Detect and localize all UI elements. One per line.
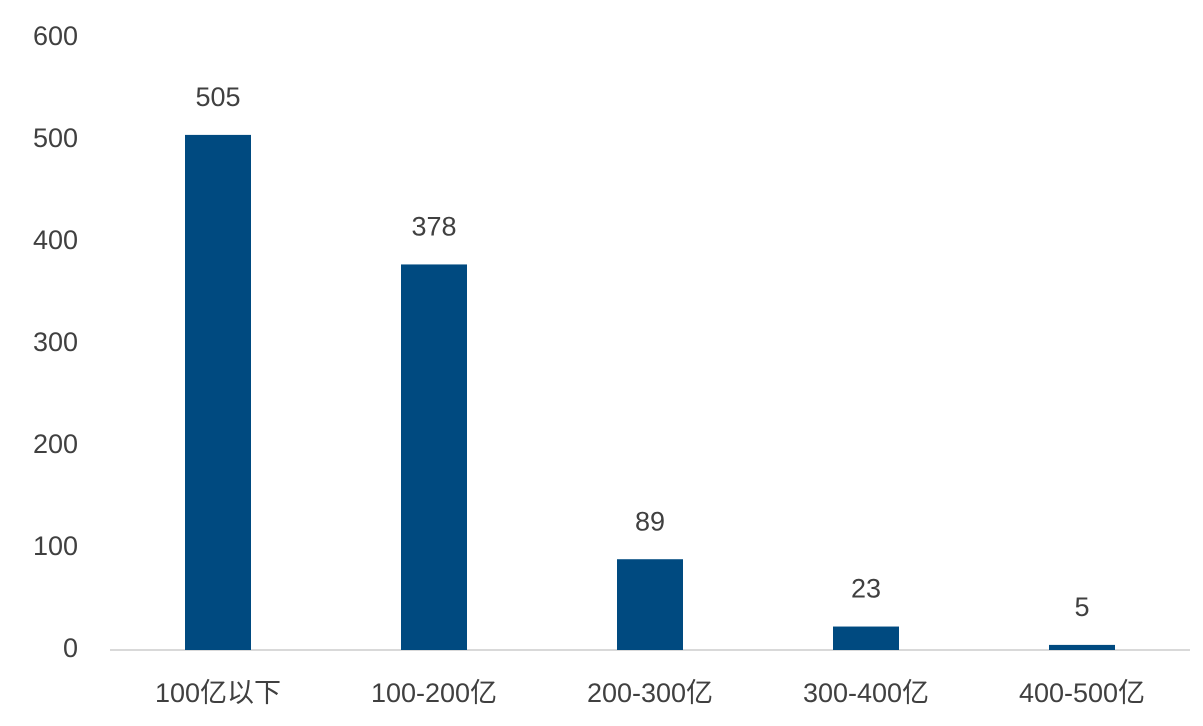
x-tick-label: 200-300亿 (587, 678, 713, 708)
y-tick-label: 0 (63, 633, 78, 663)
y-tick-label: 200 (33, 429, 78, 459)
value-label: 505 (195, 82, 240, 112)
x-tick-label: 400-500亿 (1019, 678, 1145, 708)
value-label: 89 (635, 506, 665, 536)
value-label: 5 (1074, 592, 1089, 622)
x-tick-label: 300-400亿 (803, 678, 929, 708)
y-tick-label: 600 (33, 21, 78, 51)
bar (617, 559, 683, 650)
bar (401, 264, 467, 650)
bar (185, 134, 251, 650)
x-tick-label: 100亿以下 (155, 678, 281, 708)
value-label: 23 (851, 574, 881, 604)
bar (1049, 644, 1115, 650)
y-tick-label: 400 (33, 225, 78, 255)
value-label: 378 (411, 212, 456, 242)
y-tick-label: 300 (33, 327, 78, 357)
y-tick-label: 500 (33, 123, 78, 153)
bar (833, 626, 899, 650)
x-tick-label: 100-200亿 (371, 678, 497, 708)
y-tick-label: 100 (33, 531, 78, 561)
